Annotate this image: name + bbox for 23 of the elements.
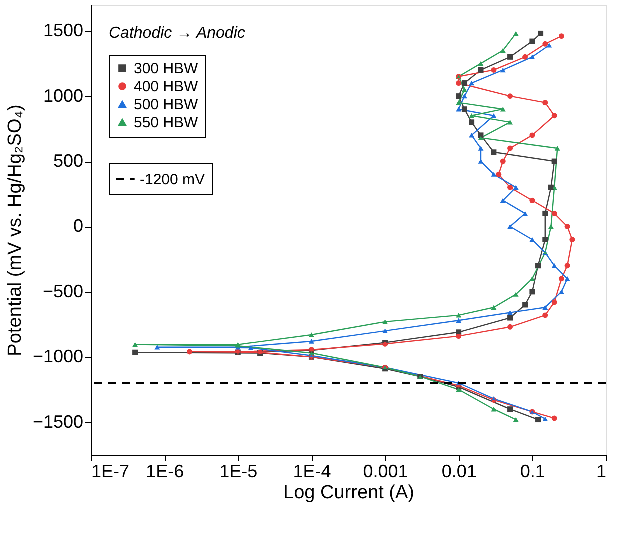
x-axis-title: Log Current (A) — [284, 482, 414, 504]
legend-label: -1200 mV — [140, 172, 206, 188]
annotation: Cathodic → Anodic — [109, 25, 246, 42]
legend-label: 400 HBW — [134, 78, 200, 96]
x-tick-label: 1 — [596, 462, 606, 482]
legend-label: 300 HBW — [134, 60, 200, 78]
x-tick-label: 0.001 — [363, 462, 408, 482]
x-tick-label: 0.01 — [442, 462, 477, 482]
y-tick-label: 1500 — [43, 20, 84, 41]
y-tick-label: 1000 — [43, 86, 84, 106]
y-tick-label: 500 — [53, 151, 84, 172]
x-tick-label: 0.1 — [520, 462, 546, 482]
x-tick-label: 1E-4 — [293, 462, 332, 482]
x-tick-label: 1E-7 — [92, 462, 130, 482]
y-tick-label: −500 — [42, 281, 84, 302]
y-tick-label: −1000 — [32, 346, 84, 367]
x-tick-label: 1E-5 — [220, 462, 258, 482]
y-axis-title: Potential (mV vs. Hg/Hg₂SO₄) — [4, 104, 26, 356]
legend-label: 500 HBW — [134, 96, 200, 114]
legend-label: 550 HBW — [134, 114, 200, 132]
y-tick-label: 0 — [73, 216, 84, 236]
y-tick-label: −1500 — [32, 412, 84, 432]
x-tick-label: 1E-6 — [146, 462, 184, 482]
